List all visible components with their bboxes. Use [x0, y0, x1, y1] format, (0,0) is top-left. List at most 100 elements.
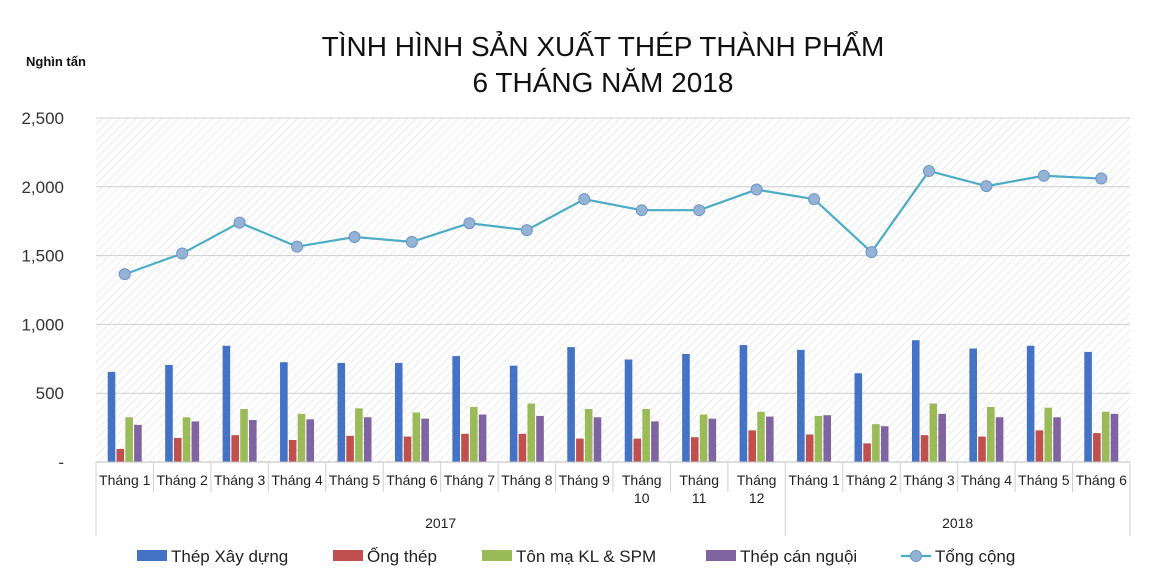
legend-swatch-marker	[910, 550, 922, 562]
point-series4-cat5	[405, 235, 418, 248]
bar-series3-cat12	[823, 415, 832, 462]
bar-series3-cat10	[708, 418, 717, 462]
x-tick-label: Tháng	[737, 472, 777, 488]
y-tick-label: 2,500	[21, 109, 64, 128]
bar-series1-cat5	[403, 436, 412, 462]
bar-series2-cat0	[125, 417, 133, 462]
bar-series2-cat15	[986, 406, 995, 462]
x-tick-label: Tháng	[622, 472, 662, 488]
bar-series1-cat2	[231, 435, 240, 462]
bar-series3-cat9	[651, 421, 659, 462]
chart-title-line-1: TÌNH HÌNH SẢN XUẤT THÉP THÀNH PHẨM	[322, 30, 885, 62]
bar-series1-cat15	[978, 436, 986, 462]
legend-swatch-2	[482, 550, 512, 561]
point-series4-cat10	[693, 204, 706, 217]
bar-series0-cat9	[624, 359, 633, 462]
bar-series0-cat13	[854, 373, 863, 462]
x-tick-label: Tháng 3	[903, 472, 955, 488]
x-tick-label: Tháng 2	[156, 472, 208, 488]
x-tick-label: Tháng 5	[1018, 472, 1070, 488]
legend-swatch-3	[706, 550, 736, 561]
point-series4-cat8	[578, 193, 591, 206]
bar-series0-cat11	[739, 345, 748, 462]
bar-series0-cat5	[394, 362, 403, 462]
bar-series2-cat17	[1101, 411, 1110, 462]
bar-series3-cat2	[249, 420, 257, 462]
chart-title-line-2: 6 THÁNG NĂM 2018	[473, 67, 734, 98]
y-tick-label: 1,500	[21, 247, 64, 266]
legend-label-3: Thép cán nguội	[740, 547, 857, 566]
bar-series1-cat13	[863, 443, 871, 462]
x-tick-label: Tháng 1	[788, 472, 840, 488]
bar-series0-cat6	[452, 356, 460, 462]
bar-series2-cat7	[527, 403, 536, 462]
y-tick-label: 500	[36, 384, 64, 403]
point-series4-cat17	[1095, 172, 1108, 185]
legend-label-4: Tổng cộng	[935, 547, 1015, 566]
point-series4-cat15	[980, 180, 993, 193]
bar-series1-cat12	[805, 434, 814, 462]
point-series4-cat7	[520, 224, 533, 237]
bar-series0-cat4	[337, 362, 346, 462]
bar-series1-cat10	[690, 437, 699, 462]
bar-series1-cat0	[116, 448, 125, 462]
x-tick-label: 12	[749, 490, 765, 506]
x-tick-label: Tháng	[679, 472, 719, 488]
x-group-label-2018: 2018	[942, 515, 973, 531]
bar-series3-cat17	[1110, 413, 1119, 462]
bar-series2-cat4	[355, 408, 363, 462]
bar-series1-cat7	[518, 433, 527, 462]
bar-series2-cat10	[699, 414, 708, 462]
legend-label-1: Ống thép	[367, 546, 437, 566]
bar-series3-cat16	[1053, 417, 1061, 462]
x-tick-label: Tháng 8	[501, 472, 553, 488]
bar-series2-cat3	[297, 413, 306, 462]
bar-series0-cat16	[1026, 345, 1035, 462]
bar-series2-cat2	[240, 409, 248, 462]
bar-series2-cat14	[929, 403, 938, 462]
bar-series2-cat11	[757, 411, 765, 462]
x-tick-label: Tháng 4	[961, 472, 1013, 488]
bar-series1-cat9	[633, 438, 642, 462]
bar-series1-cat6	[461, 433, 469, 462]
bar-series0-cat8	[567, 347, 575, 462]
legend-label-0: Thép Xây dựng	[171, 547, 288, 566]
point-series4-cat11	[750, 183, 763, 196]
bar-series2-cat6	[469, 406, 478, 462]
point-series4-cat0	[118, 268, 131, 281]
bar-series3-cat15	[995, 417, 1004, 462]
bar-series3-cat8	[593, 417, 602, 462]
y-tick-label: -	[58, 453, 64, 472]
bar-series2-cat16	[1044, 407, 1053, 462]
bar-series3-cat6	[478, 414, 487, 462]
point-series4-cat6	[463, 217, 476, 230]
x-tick-label: Tháng 3	[214, 472, 266, 488]
x-tick-label: Tháng 9	[559, 472, 611, 488]
x-group-label-2017: 2017	[425, 515, 456, 531]
bar-series0-cat3	[280, 362, 288, 462]
bar-series3-cat1	[191, 421, 200, 462]
bar-series2-cat1	[182, 417, 191, 462]
x-tick-label: Tháng 5	[329, 472, 381, 488]
x-tick-label: Tháng 6	[1076, 472, 1128, 488]
y-tick-label: 2,000	[21, 178, 64, 197]
legend-label-2: Tôn mạ KL & SPM	[516, 547, 656, 566]
bar-series0-cat12	[797, 349, 805, 462]
bar-series3-cat13	[880, 426, 889, 462]
bar-series1-cat8	[576, 438, 584, 462]
bar-series2-cat5	[412, 412, 421, 462]
bar-series3-cat14	[938, 413, 946, 462]
bar-series1-cat3	[288, 439, 297, 462]
point-series4-cat12	[808, 193, 821, 206]
x-tick-label: Tháng 2	[846, 472, 898, 488]
point-series4-cat2	[233, 216, 246, 229]
bar-series0-cat15	[969, 348, 977, 462]
point-series4-cat3	[291, 240, 304, 253]
bar-series0-cat0	[107, 371, 116, 462]
x-tick-label: 11	[692, 490, 707, 506]
bar-series1-cat4	[346, 435, 354, 462]
point-series4-cat1	[176, 247, 189, 260]
line-series-total	[124, 169, 1102, 276]
bar-series0-cat7	[509, 365, 518, 462]
